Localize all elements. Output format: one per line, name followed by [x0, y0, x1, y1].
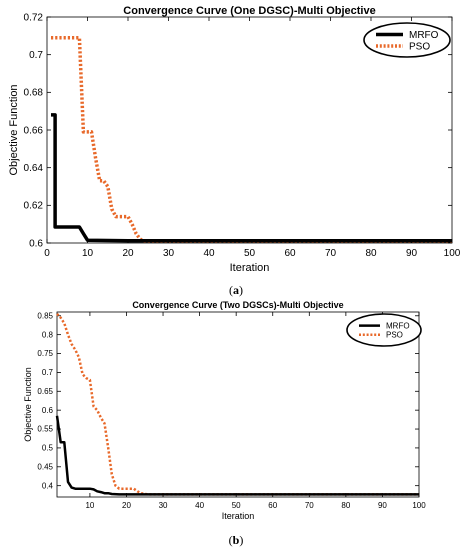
x-tick-label: 60	[284, 248, 296, 259]
x-tick-label: 80	[341, 501, 350, 510]
caption-a-letter: a	[233, 283, 239, 297]
y-tick-label: 0.6	[29, 238, 43, 249]
y-axis-label: Objective Function	[23, 367, 33, 442]
x-tick-label: 10	[82, 248, 94, 259]
x-tick-label: 50	[232, 501, 241, 510]
y-axis-label: Objective Function	[8, 84, 20, 175]
y-tick-label: 0.62	[24, 201, 44, 212]
y-tick-label: 0.7	[42, 368, 54, 377]
y-tick-label: 0.7	[29, 50, 43, 61]
x-tick-label: 30	[159, 501, 168, 510]
y-tick-label: 0.72	[24, 12, 44, 23]
y-tick-label: 0.65	[37, 387, 53, 396]
x-axis-label: Iteration	[222, 511, 255, 521]
series-line-pso	[56, 313, 419, 496]
x-axis-label: Iteration	[230, 262, 270, 274]
legend-label-pso: PSO	[409, 41, 430, 52]
chart-title: Convergence Curve (One DGSC)-Multi Objec…	[123, 5, 375, 17]
legend-label-mrfo: MRFO	[386, 321, 410, 330]
y-tick-label: 0.68	[24, 88, 44, 99]
series-line-pso	[51, 35, 452, 243]
x-tick-label: 100	[444, 248, 461, 259]
x-tick-label: 50	[244, 248, 256, 259]
legend-box	[346, 313, 422, 347]
legend-box	[363, 22, 451, 58]
chart-b: Convergence Curve (Two DGSCs)-Multi Obje…	[23, 300, 426, 521]
y-tick-label: 0.5	[42, 444, 54, 453]
x-tick-label: 20	[122, 501, 131, 510]
y-tick-label: 0.6	[42, 406, 54, 415]
x-tick-label: 100	[412, 501, 426, 510]
x-tick-label: 10	[85, 501, 94, 510]
chart-title: Convergence Curve (Two DGSCs)-Multi Obje…	[132, 300, 343, 310]
legend-label-pso: PSO	[386, 330, 403, 339]
y-tick-label: 0.4	[42, 481, 54, 490]
caption-b: (b)	[228, 533, 244, 547]
series-line-mrfo	[51, 113, 452, 243]
x-tick-label: 40	[203, 248, 215, 259]
y-tick-label: 0.8	[42, 330, 54, 339]
x-tick-label: 20	[122, 248, 134, 259]
y-tick-label: 0.66	[24, 125, 44, 136]
legend-label-mrfo: MRFO	[409, 30, 439, 41]
x-tick-label: 0	[44, 248, 50, 259]
plot-frame	[56, 311, 420, 498]
caption-b-letter: b	[232, 533, 240, 547]
y-tick-label: 0.64	[24, 163, 44, 174]
x-tick-label: 60	[268, 501, 277, 510]
x-tick-label: 40	[195, 501, 204, 510]
y-tick-label: 0.75	[37, 349, 53, 358]
y-tick-label: 0.55	[37, 425, 53, 434]
x-tick-label: 30	[163, 248, 175, 259]
x-tick-label: 90	[406, 248, 418, 259]
y-tick-label: 0.85	[37, 311, 53, 320]
x-tick-label: 80	[365, 248, 377, 259]
x-tick-label: 70	[325, 248, 337, 259]
series-line-mrfo	[55, 415, 419, 496]
y-tick-label: 0.45	[37, 462, 53, 471]
chart-a: Convergence Curve (One DGSC)-Multi Objec…	[8, 5, 461, 274]
caption-a: (a)	[229, 283, 243, 297]
x-tick-label: 90	[378, 501, 387, 510]
x-tick-label: 70	[305, 501, 314, 510]
